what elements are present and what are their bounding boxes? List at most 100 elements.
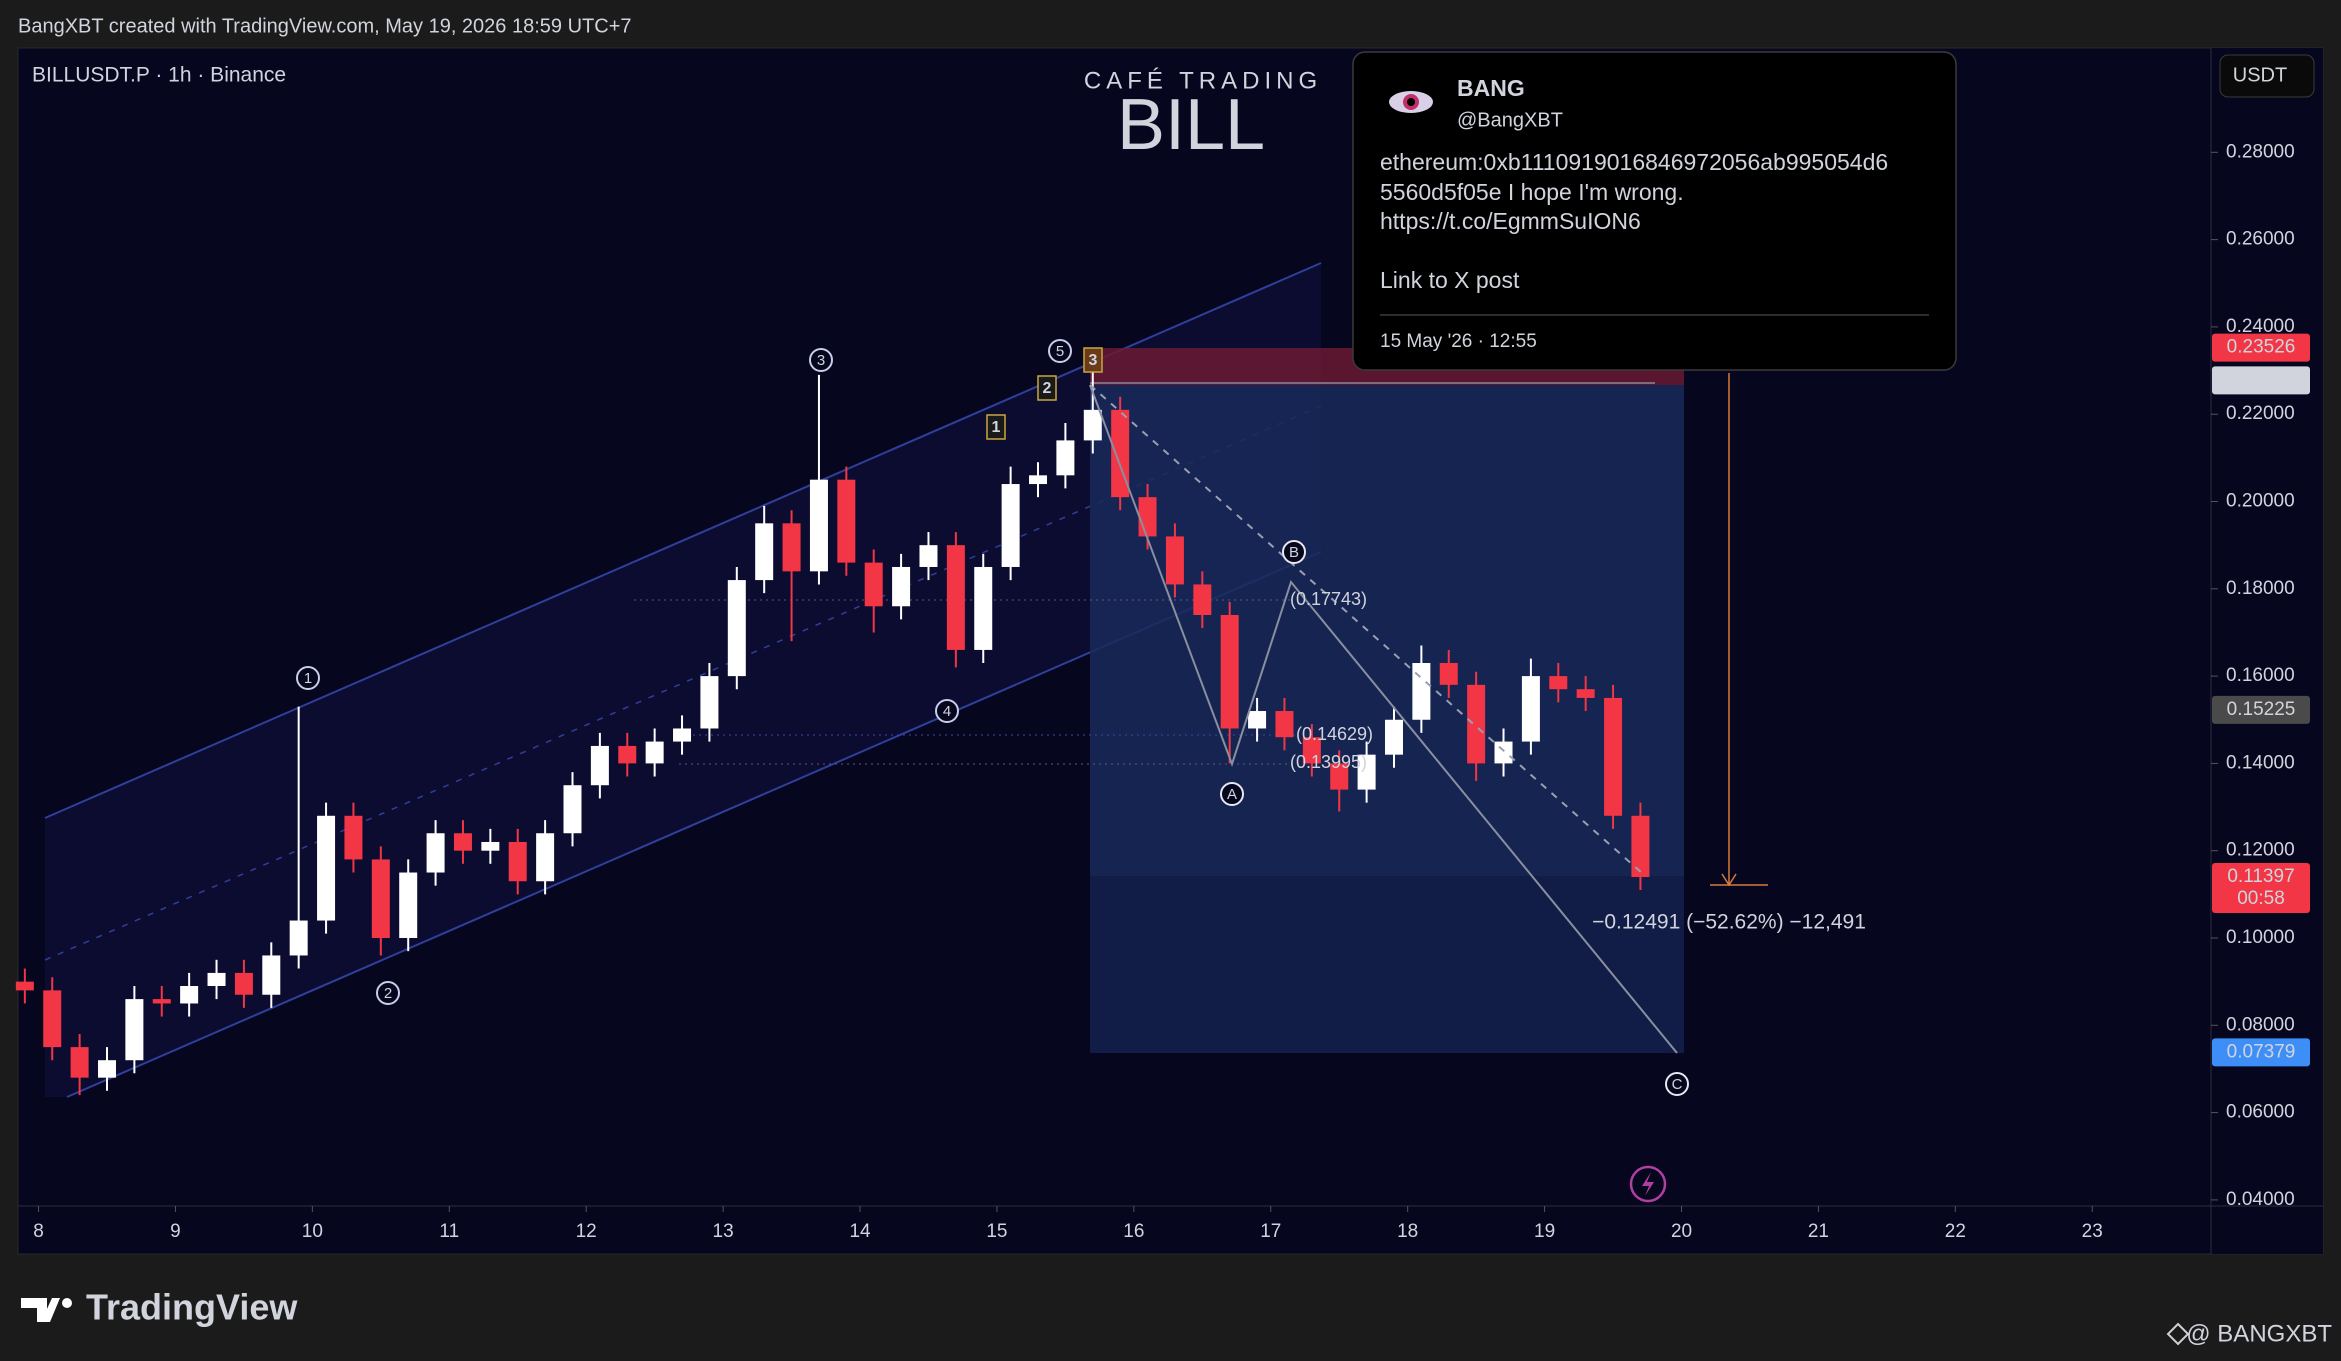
candle-body <box>590 745 609 786</box>
candle-body <box>1384 719 1403 755</box>
candle-body <box>1001 484 1020 567</box>
watermark: @ BANGXBT <box>2186 1320 2332 1347</box>
candle-body <box>481 841 500 851</box>
alert-bolt <box>1642 1172 1654 1196</box>
wave-label: 1 <box>304 670 312 687</box>
wave-box <box>1083 347 1103 373</box>
y-tick-label: 0.18000 <box>2226 578 2295 599</box>
candles <box>15 348 1650 1096</box>
price-label: 0.23526 <box>2227 337 2296 358</box>
y-tick-label: 0.22000 <box>2226 403 2295 424</box>
trend-dashed <box>1089 384 1643 874</box>
alert-icon[interactable] <box>1629 1165 1667 1203</box>
candle-body <box>1412 663 1431 720</box>
candle-body <box>919 545 938 567</box>
candle-body <box>262 955 281 995</box>
x-tick-label: 10 <box>302 1221 323 1242</box>
abc-path <box>1089 384 1678 1054</box>
tweet-link[interactable]: Link to X post <box>1380 267 1520 293</box>
price-label: 0.11397 <box>2227 866 2294 887</box>
wave-label: B <box>1289 544 1299 561</box>
x-tick-label: 20 <box>1671 1221 1692 1242</box>
candle-body <box>344 815 363 860</box>
wave-circle <box>1220 782 1244 806</box>
wave-box <box>1037 375 1057 401</box>
candle-body <box>536 833 555 882</box>
tweet-background <box>1352 51 1957 371</box>
x-tick-label: 15 <box>986 1221 1007 1242</box>
candle-body <box>837 479 856 563</box>
candle-body <box>1521 676 1540 742</box>
candle-body <box>43 990 62 1048</box>
tweet-handle: @BangXBT <box>1457 109 1563 131</box>
measure-label: −0.12491 (−52.62%) −12,491 <box>1592 911 1866 934</box>
candle-body <box>97 1060 116 1078</box>
wave-box-label: 3 <box>1089 352 1098 369</box>
wave-label: 5 <box>1056 343 1064 360</box>
candle-body <box>809 479 828 572</box>
candle-body <box>618 745 637 764</box>
wave-label: C <box>1672 1076 1683 1093</box>
candle-body <box>1631 815 1650 878</box>
candle-body <box>1302 737 1321 764</box>
candle-body <box>645 741 664 764</box>
candle-body <box>1220 614 1239 729</box>
wave-circle <box>935 699 959 723</box>
candle-body <box>563 785 582 834</box>
candle-body <box>1604 697 1623 816</box>
chart-title: BILL <box>1117 85 1265 165</box>
candle-body <box>508 841 527 882</box>
wave-circle <box>809 348 833 372</box>
candle-body <box>152 999 171 1004</box>
currency-button[interactable] <box>2219 54 2315 98</box>
symbol: BILLUSDT.P · 1h · Binance <box>32 64 286 87</box>
candle-body <box>673 728 692 742</box>
footer: TradingView @ BANGXBT <box>21 1287 2332 1347</box>
tweet-date: 15 May '26 · 12:55 <box>1380 331 1537 352</box>
candle-body <box>1576 689 1595 698</box>
candle-body <box>1494 741 1513 764</box>
y-tick-label: 0.16000 <box>2226 665 2295 686</box>
candle-body <box>1029 475 1048 485</box>
tweet-name: BANG <box>1457 75 1525 101</box>
overlay: −0.12491 (−52.62%) −12,491 BILLUSDT.P · … <box>32 64 1866 1203</box>
price-label: 0.15225 <box>2227 699 2296 720</box>
tweet-body-line: https://t.co/EgmmSuION6 <box>1380 208 1641 234</box>
candle-body <box>371 859 390 938</box>
fib-label: (0.14629) <box>1296 724 1373 744</box>
candle-body <box>755 523 774 581</box>
y-tick-label: 0.04000 <box>2226 1189 2295 1210</box>
candle-body <box>1357 754 1376 790</box>
channel-fill <box>45 263 1321 1097</box>
x-tick-label: 18 <box>1397 1221 1418 1242</box>
wave-box-label: 2 <box>1043 380 1052 397</box>
candle-body <box>317 815 336 921</box>
price-label-box <box>2212 333 2310 362</box>
axes: USDT 0.04000 0.06000 0.08000 0.10000 0.12000… <box>33 54 2315 1242</box>
wave-label: A <box>1227 786 1237 803</box>
candle-body <box>1138 497 1157 537</box>
wave-label: 3 <box>817 352 825 369</box>
y-tick-label: 0.20000 <box>2226 491 2295 512</box>
candle-body <box>180 986 199 1004</box>
x-tick-label: 22 <box>1945 1221 1966 1242</box>
chart-subtitle: CAFÉ TRADING <box>1084 67 1322 94</box>
wave-box-label: 1 <box>992 419 1001 436</box>
candle-body <box>1193 584 1212 615</box>
watermark-icon <box>2166 1322 2190 1346</box>
x-tick-label: 23 <box>2082 1221 2103 1242</box>
tweet-body-line: 5560d5f05e I hope I'm wrong. <box>1380 179 1684 205</box>
fib-label: (0.17743) <box>1290 589 1367 609</box>
tweet-card: BANG @BangXBT ethereum:0xb11109190168469… <box>1352 51 1957 371</box>
x-tick-label: 9 <box>170 1221 181 1242</box>
candle-body <box>70 1047 89 1078</box>
wave-circle <box>296 666 320 690</box>
candle-body <box>207 972 226 987</box>
candle-body <box>1275 711 1294 738</box>
candle-body <box>727 580 746 677</box>
price-label: 0.22774 <box>2227 369 2296 390</box>
candle-body <box>700 676 719 729</box>
candle-body <box>974 566 993 650</box>
tv-logo-dot <box>62 1298 72 1308</box>
x-tick-label: 21 <box>1808 1221 1829 1242</box>
